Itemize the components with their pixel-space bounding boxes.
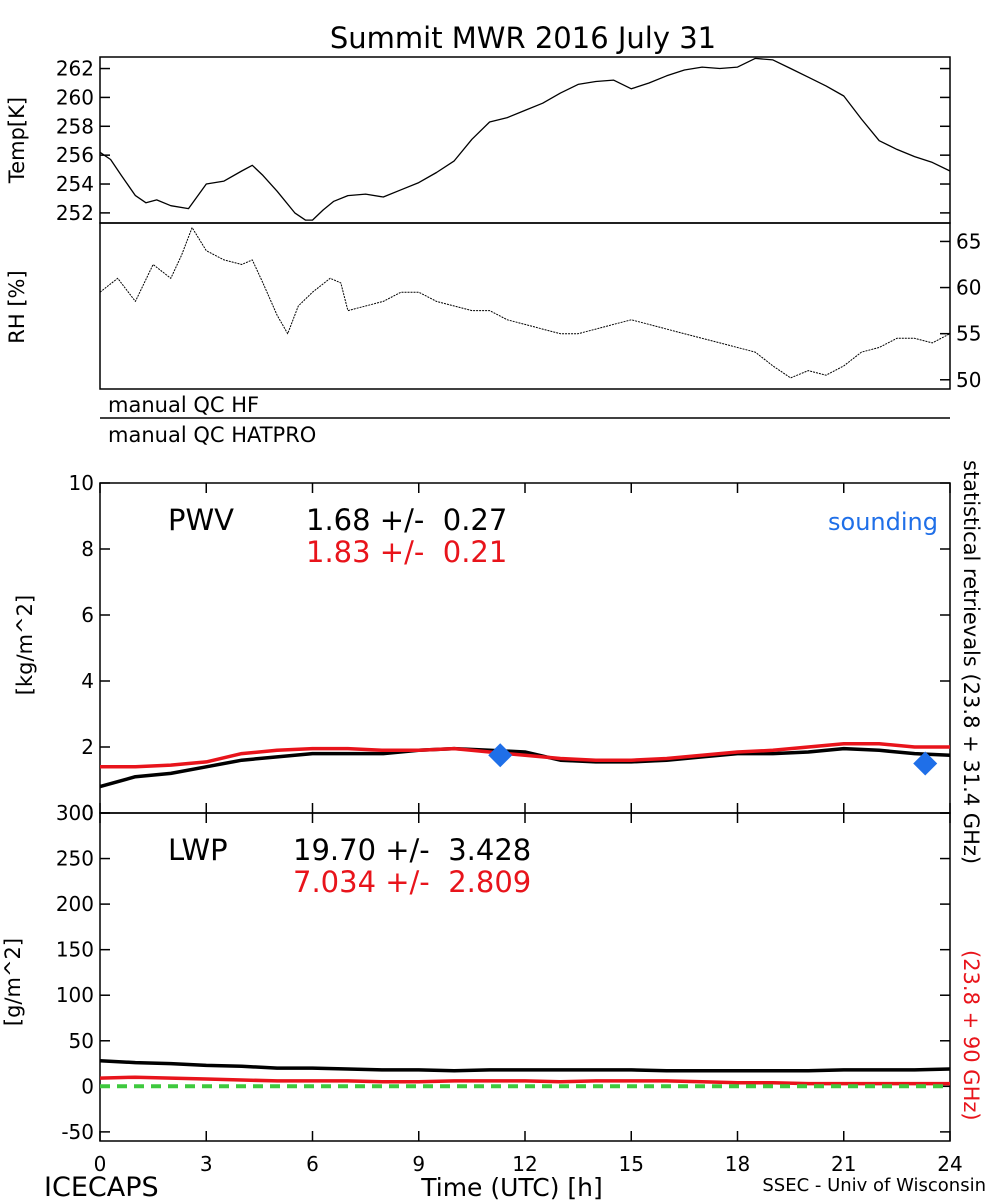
right-label-red: (23.8 + 90 GHz)	[959, 950, 983, 1121]
x-tick-label: 21	[831, 1152, 856, 1176]
right-label-black: statistical retrievals (23.8 + 31.4 GHz)	[959, 460, 983, 864]
lwp-name: LWP	[168, 833, 228, 867]
temp-ytick-label: 258	[56, 114, 94, 138]
sounding-point	[488, 743, 513, 768]
lwp-ytick-label: 50	[69, 1029, 94, 1053]
lwp-ytick-label: 300	[56, 801, 94, 825]
x-tick-label: 6	[306, 1152, 319, 1176]
footer-ssec: SSEC - Univ of Wisconsin	[762, 1175, 986, 1196]
pwv-lines	[99, 741, 951, 789]
pwv-panel: 0 2 4 6 8 10 [kg/m^2] PWV 1.68 +/- 0.27 1.83 …	[13, 471, 951, 825]
temp-y-label: Temp[K]	[5, 97, 29, 184]
x-tick-label: 12	[512, 1152, 537, 1176]
footer-icecaps: ICECAPS	[44, 1172, 159, 1200]
pwv-series-line-1	[100, 741, 950, 769]
pwv-ytick-label: 0	[81, 801, 94, 825]
rh-ytick-label: 55	[956, 322, 981, 346]
temp-ytick-label: 262	[56, 57, 94, 81]
figure-title: Summit MWR 2016 July 31	[330, 21, 716, 55]
rh-ytick-label: 65	[956, 229, 981, 253]
pwv-ytick-label: 4	[81, 669, 94, 693]
pwv-black-stat: 1.68 +/- 0.27	[306, 503, 507, 537]
qc-hatpro-label: manual QC HATPRO	[108, 423, 316, 447]
x-axis-label: Time (UTC) [h]	[420, 1173, 603, 1200]
pwv-name: PWV	[168, 503, 234, 537]
temp-plot-frame	[99, 56, 951, 224]
rh-y-ticks: 50 55 60 65	[940, 229, 981, 392]
rh-plot-frame	[99, 222, 951, 390]
rh-y-label: RH [%]	[5, 270, 29, 343]
pwv-ytick-label: 6	[81, 603, 94, 627]
lwp-ytick-label: 250	[56, 847, 94, 871]
rh-panel: 50 55 60 65 RH [%]	[5, 222, 981, 392]
pwv-y-label: [kg/m^2]	[13, 595, 37, 695]
temp-ytick-label: 256	[56, 143, 94, 167]
sounding-point	[913, 751, 938, 776]
lwp-ytick-label: 100	[56, 983, 94, 1007]
pwv-ytick-label: 8	[81, 537, 94, 561]
temp-y-ticks: 252 254 256 258 260 262	[56, 57, 950, 225]
temp-ytick-label: 260	[56, 85, 94, 109]
lwp-red-stat: 7.034 +/- 2.809	[293, 865, 531, 899]
lwp-series-line-1	[99, 1075, 950, 1086]
temp-ytick-label: 252	[56, 201, 94, 225]
x-tick-label: 3	[200, 1152, 213, 1176]
lwp-y-ticks: -50 0 50 100 150 200 250 300	[56, 801, 950, 1144]
x-tick-label: 9	[412, 1152, 425, 1176]
x-tick-label: 18	[725, 1152, 750, 1176]
rh-series-line-0	[99, 227, 951, 379]
rh-ytick-label: 50	[956, 368, 981, 392]
temp-series-line-0	[99, 57, 951, 221]
sounding-legend: sounding	[828, 508, 938, 536]
qc-strips: manual QC HF manual QC HATPRO	[100, 393, 950, 447]
lwp-ytick-label: -50	[61, 1120, 94, 1144]
pwv-ytick-label: 2	[81, 735, 94, 759]
lwp-ytick-label: 0	[81, 1074, 94, 1098]
qc-hf-label: manual QC HF	[108, 393, 259, 417]
lwp-x-ticks: 0 3 6 9 12 15 18 21 24	[94, 813, 963, 1176]
pwv-ytick-label: 10	[69, 471, 94, 495]
lwp-ytick-label: 150	[56, 938, 94, 962]
rh-ytick-label: 60	[956, 276, 981, 300]
lwp-black-stat: 19.70 +/- 3.428	[293, 833, 531, 867]
x-tick-label: 24	[937, 1152, 962, 1176]
pwv-y-ticks: 0 2 4 6 8 10	[69, 471, 950, 825]
temp-panel: 252 254 256 258 260 262 Temp[K]	[5, 56, 951, 225]
x-tick-label: 15	[619, 1152, 644, 1176]
x-tick-label: 0	[94, 1152, 107, 1176]
temp-ytick-label: 254	[56, 172, 94, 196]
lwp-ytick-label: 200	[56, 892, 94, 916]
lwp-lines	[99, 1059, 951, 1089]
lwp-y-label: [g/m^2]	[1, 938, 25, 1026]
pwv-red-stat: 1.83 +/- 0.21	[306, 535, 507, 569]
pwv-series-line-0	[99, 746, 951, 789]
pwv-x-ticks	[99, 483, 951, 813]
lwp-series-line-0	[99, 1059, 951, 1073]
temp-lines	[99, 57, 951, 221]
rh-lines	[99, 227, 951, 379]
